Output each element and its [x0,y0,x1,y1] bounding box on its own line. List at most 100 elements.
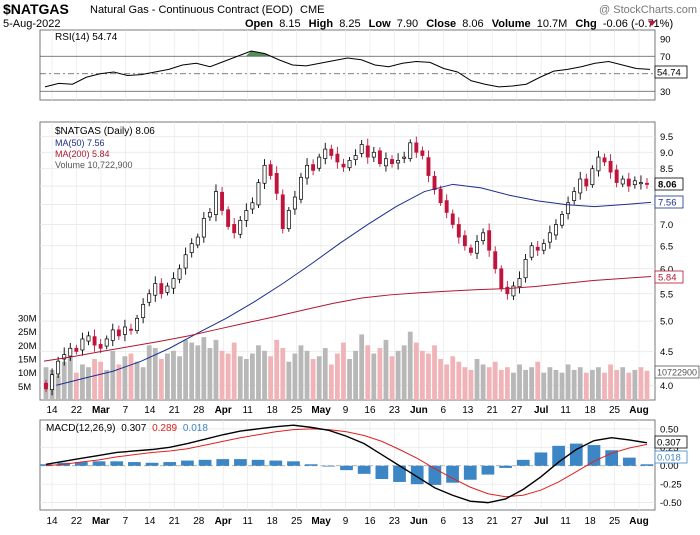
hist-value-tag-text: 0.018 [657,453,681,464]
macd-tick-label: 0.00 [660,461,679,472]
candle-body [292,196,297,210]
price-tick-label: 9.0 [660,148,673,159]
x-tick-label-mid: Mar [92,405,110,416]
volume-bar [353,350,359,400]
candle-body [122,326,127,335]
x-tick-label-mid: 18 [585,405,597,416]
x-tick-label-bottom: 22 [71,516,83,527]
candle-body [189,243,194,253]
macd-histogram-bar [640,464,654,466]
candle-body [262,164,267,184]
x-tick-label-bottom: 23 [389,516,401,527]
candle-body [165,285,170,293]
rsi-tick-label: 70 [660,52,671,63]
candle-body [159,283,164,295]
candle-body [420,150,425,156]
candle-body [523,258,528,279]
volume-bar [73,372,79,400]
macd-legend-value: 0.307 [121,423,146,434]
volume-bar [92,359,97,400]
candle-body [408,142,413,159]
candle-body [323,148,328,159]
candle-body [645,182,649,185]
candle-body [414,142,419,153]
candle-body [341,163,346,168]
candle-body [596,156,601,172]
volume-bar [596,367,601,400]
volume-bar [553,369,559,400]
candle-body [499,268,504,289]
candle-body [390,159,394,165]
volume-bar [286,361,292,400]
volume-layer [43,331,650,400]
close-value: 8.06 [462,18,483,30]
candle-body [220,191,225,211]
candle-body [584,178,589,187]
volume-bar [456,361,462,400]
candle-body [620,178,625,185]
macd-line [45,424,648,504]
macd-histogram-bar [145,462,159,466]
volume-legend: Volume 10,722,900 [55,160,133,170]
ma50-value-tag: 7.56 [654,195,684,209]
candle-body [201,218,206,238]
macd-value-tag-text: 0.307 [657,438,681,449]
rsi-overbought-fill [245,51,271,57]
high-value: 8.25 [339,18,360,30]
macd-tick-label: 0.50 [660,424,679,435]
volume-bar [146,345,152,400]
candle-body [590,168,595,186]
volume-bar [498,369,504,400]
ohlc-summary: Open 8.15 High 8.25 Low 7.90 Close 8.06 … [245,18,673,30]
x-tick-label-mid: Aug [629,405,648,416]
volume-bar [116,364,122,400]
volume-bar [608,364,613,400]
price-tick-label: 9.5 [660,132,673,143]
macd-histogram-bar [269,460,283,466]
macd-legend: MACD(12,26,9) 0.307 0.289 0.018 [46,423,208,434]
symbol-title: $NATGAS [3,1,69,17]
volume-bar [577,367,583,400]
candle-body [384,158,388,167]
price-tick-label: 8.5 [660,164,673,175]
volume-bar [243,359,249,400]
x-tick-label-mid: May [311,405,331,416]
candle-body [468,247,473,253]
macd-value-tag: 0.307 [654,435,688,449]
volume-bar [517,364,522,400]
candle-body [214,191,218,215]
candle-body [578,178,583,194]
volume-label: Volume [492,18,531,30]
candle-body [432,175,437,191]
macd-histogram-bar [251,459,265,466]
macd-histogram-bar [516,459,530,466]
volume-bar [310,359,316,400]
x-tick-label-bottom: 14 [144,516,156,527]
candle-body [98,344,103,349]
signal-legend-value: 0.289 [152,423,177,434]
volume-bar [426,353,431,400]
x-tick-label-mid: 21 [487,405,499,416]
volume-bar [480,364,486,400]
volume-bar [195,345,201,400]
close-value-tag: 8.06 [654,177,684,191]
volume-bar [304,350,310,400]
candle-body [171,278,176,289]
x-tick-label-mid: 23 [389,405,401,416]
volume-bar [128,353,134,400]
volume-bar [644,370,650,400]
ma200-value-tag-text: 5.84 [658,273,677,284]
down-arrow-icon [648,21,656,26]
candle-body [638,182,643,185]
volume-bar [292,353,298,400]
candle-body [305,164,309,179]
volume-bar [626,372,632,400]
candle-body [517,278,522,288]
macd-histogram-bar [534,452,548,466]
volume-bar [201,337,207,400]
volume-bar [122,356,128,400]
x-tick-label-mid: 7 [123,405,129,416]
watermark: @ StockCharts.com [599,4,697,16]
candle-body [462,235,467,247]
date-label: 5-Aug-2022 [3,18,61,30]
